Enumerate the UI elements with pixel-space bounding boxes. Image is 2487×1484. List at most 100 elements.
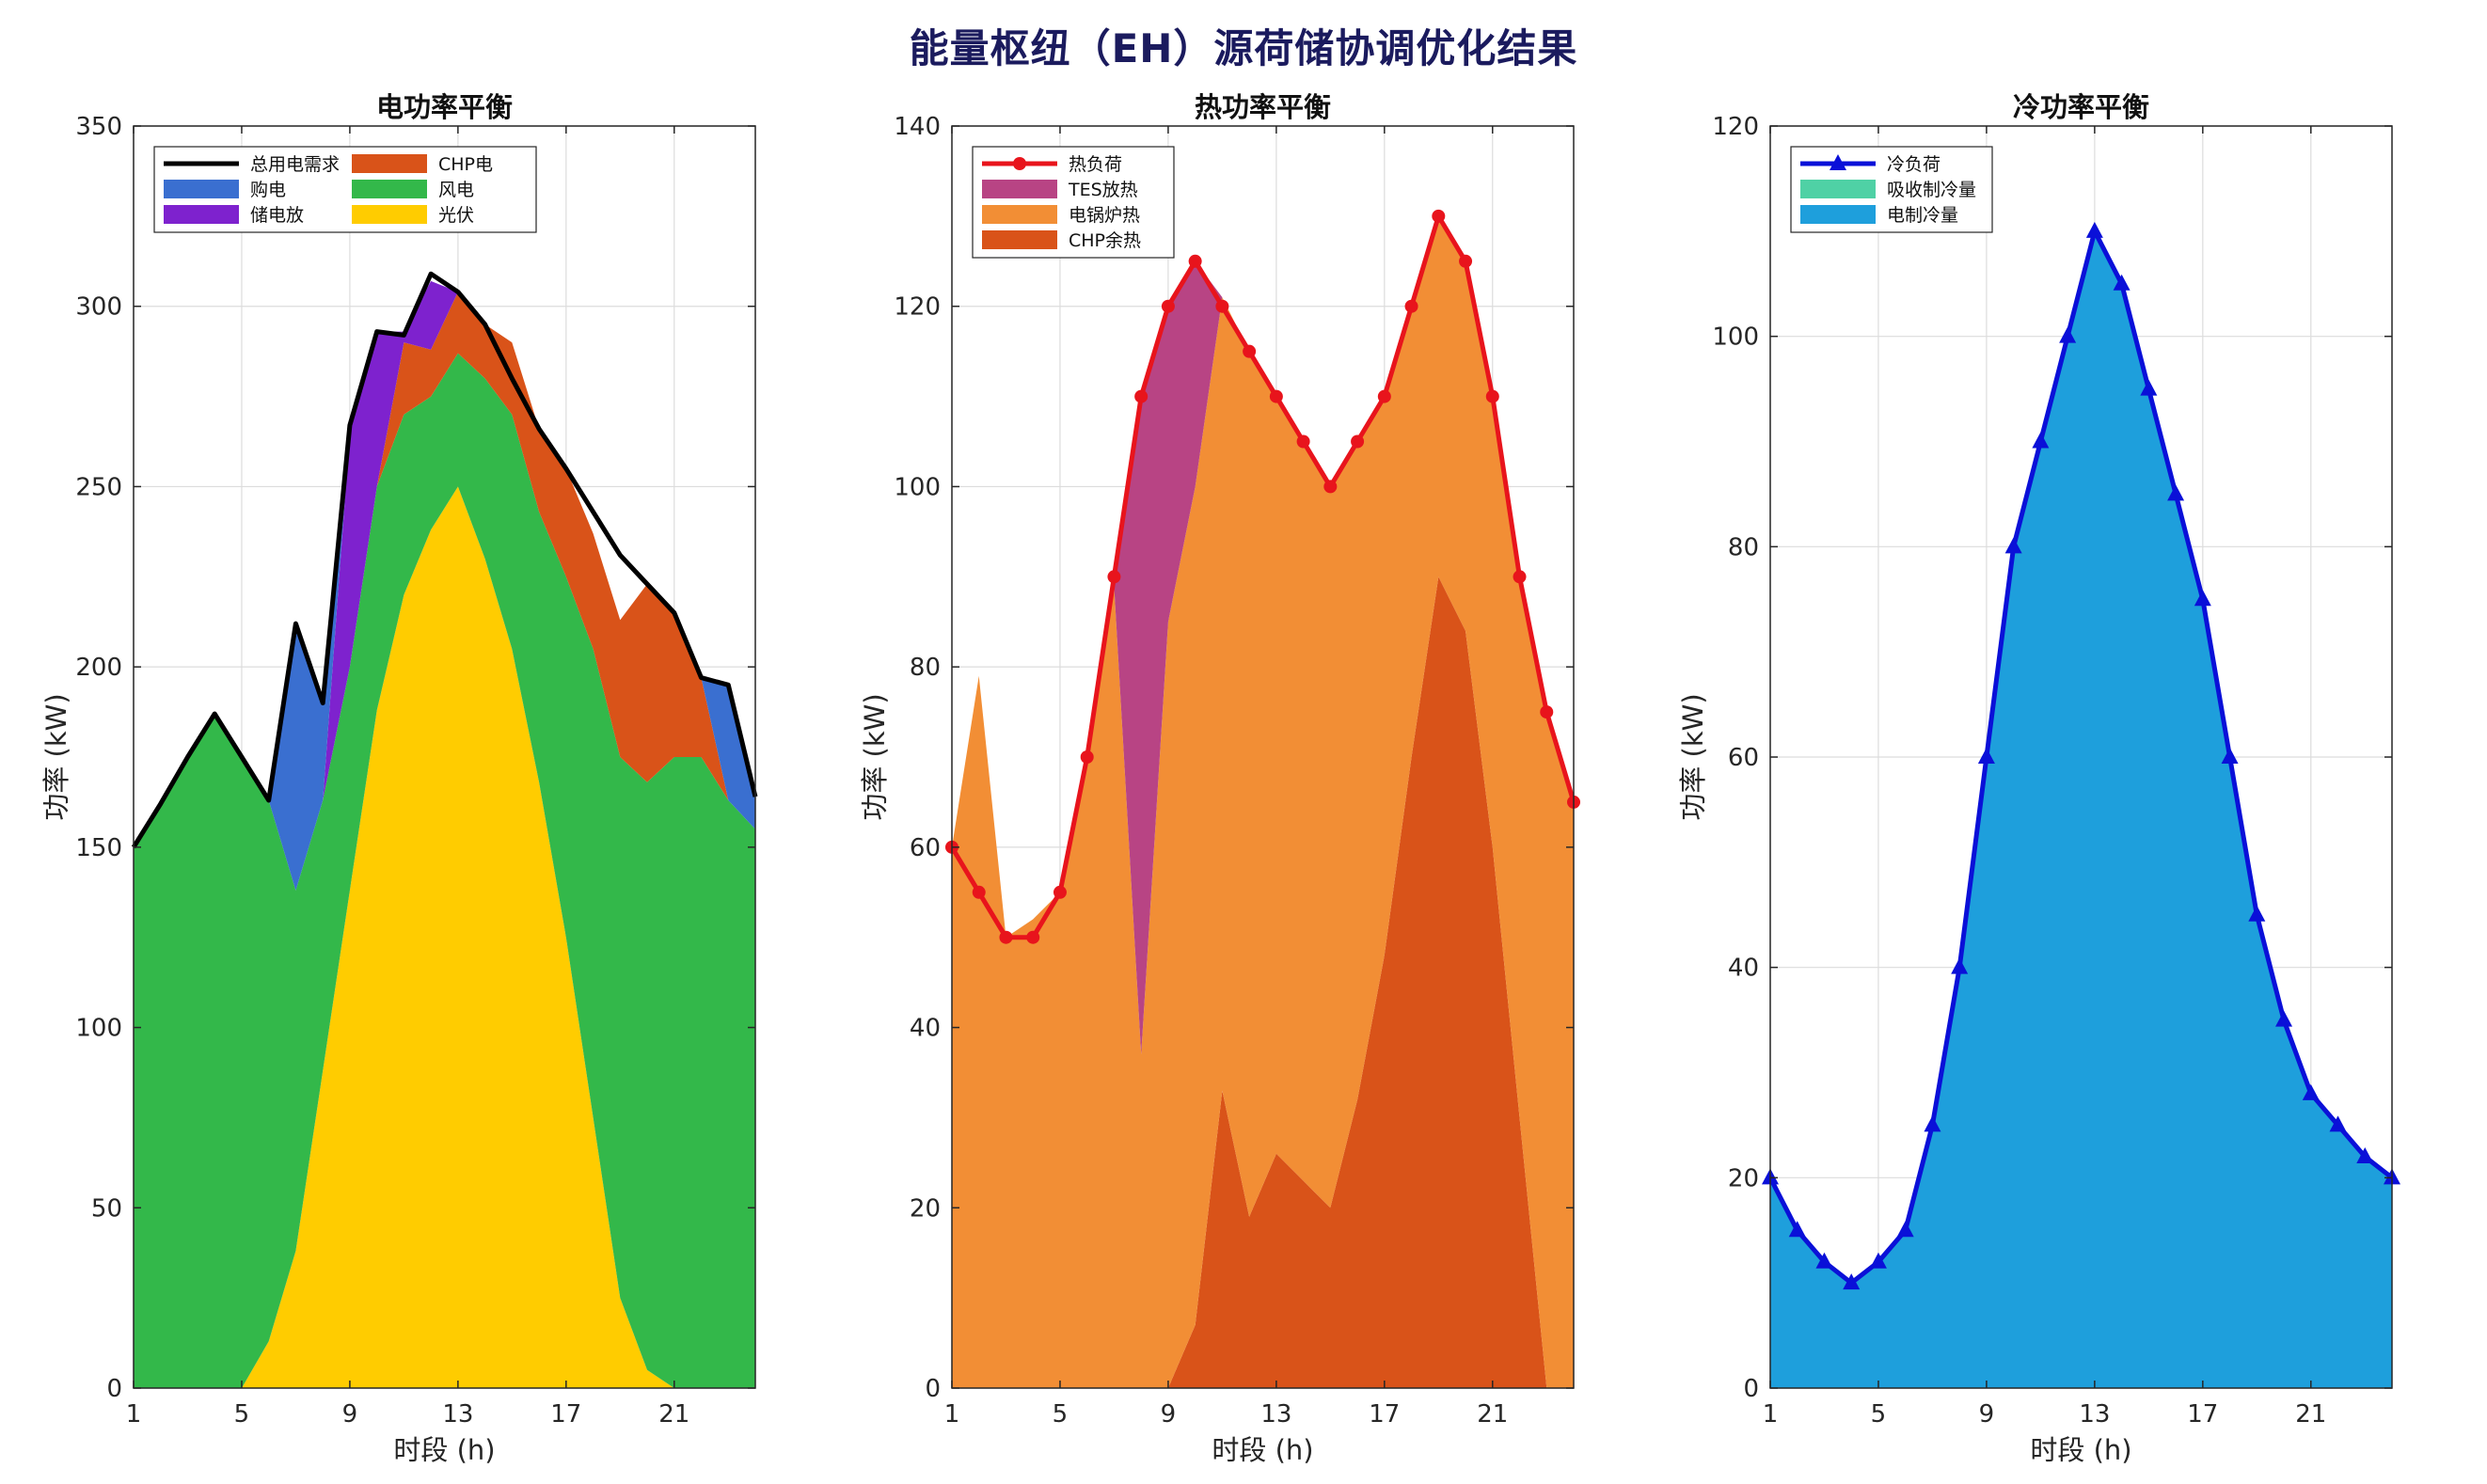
marker-热负荷 [1296,434,1310,449]
x-tick-label: 1 [126,1400,142,1429]
area-风电 [134,353,755,1389]
y-tick-label: 350 [75,113,122,141]
y-tick-label: 100 [894,473,941,501]
x-tick-label: 13 [2079,1400,2110,1429]
y-tick-label: 80 [1728,533,1759,561]
marker-热负荷 [1188,254,1202,268]
marker-冷负荷 [2004,537,2022,554]
x-tick-label: 5 [1053,1400,1069,1429]
x-tick-label: 17 [550,1400,581,1429]
x-tick-label: 9 [1979,1400,1995,1429]
marker-冷负荷 [2302,1083,2320,1100]
legend-swatch-TES放热 [982,180,1057,198]
y-tick-label: 300 [75,293,122,322]
marker-热负荷 [1080,750,1094,764]
legend-label: TES放热 [1068,180,1138,200]
marker-热负荷 [1485,389,1499,403]
marker-冷负荷 [2329,1115,2347,1132]
legend-label: 电制冷量 [1887,205,1958,226]
marker-热负荷 [1432,209,1446,223]
marker-冷负荷 [2221,748,2239,764]
x-tick-label: 21 [1477,1400,1508,1429]
marker-冷负荷 [2059,326,2077,343]
x-tick-label: 21 [2295,1400,2326,1429]
marker-冷负荷 [2275,1010,2293,1027]
y-tick-label: 100 [75,1015,122,1043]
marker-热负荷 [999,930,1013,944]
marker-热负荷 [1026,930,1040,944]
legend-swatch-光伏 [352,205,427,224]
y-tick-label: 120 [1712,113,1759,141]
area-CHP余热 [952,576,1574,1388]
marker-热负荷 [1161,299,1175,313]
marker-热负荷 [1459,254,1473,268]
x-tick-label: 5 [1871,1400,1887,1429]
marker-冷负荷 [1924,1115,1941,1132]
marker-热负荷 [1269,389,1283,403]
panel-title: 冷功率平衡 [2013,91,2149,123]
y-tick-label: 0 [925,1375,941,1403]
y-tick-label: 40 [1728,955,1759,983]
legend-swatch-储电放 [164,205,239,224]
x-tick-label: 13 [442,1400,473,1429]
area-电锅炉热 [952,215,1574,1388]
marker-热负荷 [1513,570,1527,584]
legend-label: 电锅炉热 [1069,205,1140,226]
y-axis-label: 功率 (kW) [40,693,72,820]
axes-box [133,125,756,1389]
area-购电 [134,280,755,891]
legend-swatch-电锅炉热 [982,205,1057,224]
x-tick-label: 9 [1161,1400,1177,1429]
marker-冷负荷 [2085,221,2103,238]
legend-marker [1830,154,1846,170]
legend-label: 冷负荷 [1887,154,1940,175]
x-axis-label: 时段 (h) [393,1434,495,1466]
marker-热负荷 [1323,480,1338,494]
legend-label: 吸收制冷量 [1887,180,1976,200]
marker-热负荷 [1351,434,1365,449]
x-tick-label: 17 [2187,1400,2218,1429]
x-tick-label: 9 [342,1400,358,1429]
y-tick-label: 250 [75,473,122,501]
panel-title: 热功率平衡 [1195,91,1331,123]
y-tick-label: 40 [910,1015,941,1043]
marker-冷负荷 [1815,1252,1833,1269]
marker-冷负荷 [1869,1252,1887,1269]
x-tick-label: 21 [658,1400,689,1429]
legend-swatch-购电 [164,180,239,198]
marker-冷负荷 [2032,432,2050,449]
legend-label: CHP余热 [1069,230,1141,251]
x-tick-label: 13 [1260,1400,1291,1429]
y-tick-label: 60 [1728,744,1759,772]
area-电制冷量 [1770,230,2392,1388]
line-热负荷 [949,213,1576,940]
line-总用电需求 [131,271,758,849]
legend-label: 热负荷 [1069,154,1122,175]
x-tick-label: 1 [1763,1400,1779,1429]
marker-冷负荷 [1843,1273,1861,1290]
marker-热负荷 [1377,389,1391,403]
x-axis-label: 时段 (h) [1212,1434,1313,1466]
marker-热负荷 [1215,299,1229,313]
legend-label: 光伏 [438,205,474,226]
marker-冷负荷 [2140,379,2158,396]
y-tick-label: 0 [106,1375,122,1403]
y-axis-label: 功率 (kW) [859,693,891,820]
legend-label: 购电 [250,180,286,200]
x-axis-label: 时段 (h) [2030,1434,2131,1466]
legend-swatch-吸收制冷量 [1800,180,1876,198]
y-tick-label: 50 [91,1194,122,1223]
marker-冷负荷 [1788,1221,1806,1238]
marker-冷负荷 [2356,1146,2374,1163]
marker-热负荷 [972,885,986,899]
marker-热负荷 [1053,885,1067,899]
axes-box [951,125,1575,1389]
x-tick-label: 5 [234,1400,250,1429]
y-tick-label: 20 [1728,1164,1759,1192]
marker-热负荷 [1404,299,1418,313]
y-tick-label: 60 [910,834,941,862]
